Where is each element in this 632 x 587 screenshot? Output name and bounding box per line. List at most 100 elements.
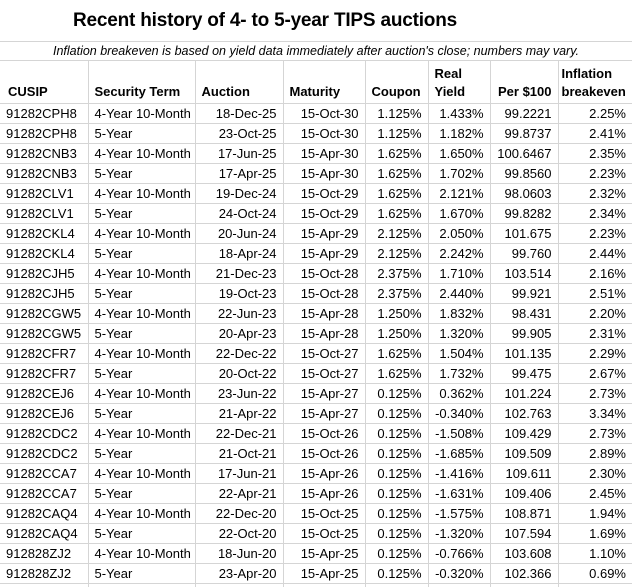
cell-inflation-breakeven: 2.30% — [558, 463, 632, 484]
cell-coupon: 2.125% — [365, 243, 429, 264]
cell-coupon: 1.625% — [365, 183, 429, 204]
cell-coupon: 0.125% — [365, 403, 429, 424]
table-row: 91282CEJ6 4-Year 10-Month 23-Jun-22 15-Apr-… — [0, 383, 632, 404]
cell-cusip: 91282CFR7 — [0, 363, 89, 384]
cell-inflation-breakeven: 2.73% — [558, 423, 632, 444]
cell-security-term: 4-Year 10-Month — [88, 423, 196, 444]
cell-cusip: 91282CPH8 — [0, 103, 89, 124]
cell-per-100: 109.509 — [490, 443, 559, 464]
cell-per-100: 99.8560 — [490, 163, 559, 184]
cell-maturity: 15-Apr-25 — [283, 543, 366, 564]
cell-real-yield: -1.685% — [428, 443, 491, 464]
cell-auction: 20-Oct-22 — [195, 363, 284, 384]
empty-cell — [283, 583, 366, 587]
cell-auction: 23-Jun-22 — [195, 383, 284, 404]
cell-inflation-breakeven: 2.51% — [558, 283, 632, 304]
cell-inflation-breakeven: 2.25% — [558, 103, 632, 124]
cell-auction: 21-Dec-23 — [195, 263, 284, 284]
cell-coupon: 0.125% — [365, 563, 429, 584]
cell-cusip: 91282CDC2 — [0, 423, 89, 444]
cell-coupon: 2.375% — [365, 283, 429, 304]
cell-auction: 20-Apr-23 — [195, 323, 284, 344]
cell-per-100: 99.2221 — [490, 103, 559, 124]
cell-coupon: 0.125% — [365, 423, 429, 444]
cell-auction: 17-Jun-25 — [195, 143, 284, 164]
cell-maturity: 15-Oct-25 — [283, 503, 366, 524]
cell-security-term: 4-Year 10-Month — [88, 143, 196, 164]
cell-coupon: 2.125% — [365, 223, 429, 244]
table-row: 91282CJH5 5-Year 19-Oct-23 15-Oct-28 2.375% 2… — [0, 283, 632, 304]
cell-maturity: 15-Apr-30 — [283, 163, 366, 184]
cell-auction: 22-Dec-20 — [195, 503, 284, 524]
table-row: 91282CGW5 5-Year 20-Apr-23 15-Apr-28 1.250% 1… — [0, 323, 632, 344]
cell-auction: 24-Oct-24 — [195, 203, 284, 224]
table-row: 91282CDC2 4-Year 10-Month 22-Dec-21 15-Oct-… — [0, 423, 632, 444]
cell-inflation-breakeven: 2.89% — [558, 443, 632, 464]
cell-real-yield: 1.433% — [428, 103, 491, 124]
cell-security-term: 5-Year — [88, 163, 196, 184]
cell-auction: 23-Oct-25 — [195, 123, 284, 144]
table-row: 91282CFR7 4-Year 10-Month 22-Dec-22 15-Oct-… — [0, 343, 632, 364]
cell-cusip: 91282CDC2 — [0, 443, 89, 464]
cell-auction: 18-Dec-25 — [195, 103, 284, 124]
cell-real-yield: 1.504% — [428, 343, 491, 364]
column-header-auction: Auction — [195, 61, 284, 104]
cell-inflation-breakeven: 1.10% — [558, 543, 632, 564]
cell-auction: 22-Dec-21 — [195, 423, 284, 444]
cell-real-yield: 1.182% — [428, 123, 491, 144]
cell-real-yield: 2.440% — [428, 283, 491, 304]
cell-security-term: 4-Year 10-Month — [88, 223, 196, 244]
cell-cusip: 91282CLV1 — [0, 183, 89, 204]
cell-coupon: 0.125% — [365, 443, 429, 464]
cell-coupon: 1.625% — [365, 363, 429, 384]
cell-real-yield: 2.242% — [428, 243, 491, 264]
cell-inflation-breakeven: 2.73% — [558, 383, 632, 404]
cell-security-term: 5-Year — [88, 283, 196, 304]
cell-coupon: 1.625% — [365, 163, 429, 184]
cell-maturity: 15-Apr-28 — [283, 323, 366, 344]
table-row: 91282CFR7 5-Year 20-Oct-22 15-Oct-27 1.625% 1… — [0, 363, 632, 384]
cell-per-100: 99.8282 — [490, 203, 559, 224]
column-header-maturity: Maturity — [283, 61, 366, 104]
empty-cell — [365, 583, 429, 587]
cell-coupon: 0.125% — [365, 383, 429, 404]
cell-inflation-breakeven: 2.20% — [558, 303, 632, 324]
cell-real-yield: 1.732% — [428, 363, 491, 384]
cell-security-term: 5-Year — [88, 443, 196, 464]
column-header-cusip: CUSIP — [0, 61, 89, 104]
cell-maturity: 15-Apr-29 — [283, 243, 366, 264]
cell-auction: 18-Apr-24 — [195, 243, 284, 264]
title-row: Recent history of 4- to 5-year TIPS auct… — [0, 0, 530, 41]
cell-maturity: 15-Oct-28 — [283, 283, 366, 304]
cell-security-term: 5-Year — [88, 363, 196, 384]
cell-per-100: 102.763 — [490, 403, 559, 424]
cell-per-100: 99.921 — [490, 283, 559, 304]
cell-security-term: 5-Year — [88, 483, 196, 504]
cell-maturity: 15-Apr-26 — [283, 463, 366, 484]
cell-real-yield: -0.766% — [428, 543, 491, 564]
cell-real-yield: 1.650% — [428, 143, 491, 164]
cell-auction: 22-Apr-21 — [195, 483, 284, 504]
cell-coupon: 1.250% — [365, 323, 429, 344]
cell-coupon: 0.125% — [365, 483, 429, 504]
cell-security-term: 4-Year 10-Month — [88, 383, 196, 404]
table-row: 912828ZJ2 5-Year 23-Apr-20 15-Apr-25 0.125% -… — [0, 563, 632, 584]
cell-auction: 22-Jun-23 — [195, 303, 284, 324]
table-row: 91282CDC2 5-Year 21-Oct-21 15-Oct-26 0.125% -… — [0, 443, 632, 464]
cell-per-100: 109.429 — [490, 423, 559, 444]
cell-security-term: 4-Year 10-Month — [88, 503, 196, 524]
cell-maturity: 15-Oct-30 — [283, 103, 366, 124]
cell-maturity: 15-Apr-27 — [283, 383, 366, 404]
table-body: 91282CPH8 4-Year 10-Month 18-Dec-25 15-Oct-… — [0, 103, 632, 587]
cell-cusip: 91282CKL4 — [0, 223, 89, 244]
cell-per-100: 98.0603 — [490, 183, 559, 204]
cell-auction: 22-Oct-20 — [195, 523, 284, 544]
cell-security-term: 5-Year — [88, 523, 196, 544]
cell-auction: 17-Apr-25 — [195, 163, 284, 184]
cell-auction: 23-Apr-20 — [195, 563, 284, 584]
column-header-per-100: Per $100 — [490, 61, 559, 104]
cell-real-yield: 2.121% — [428, 183, 491, 204]
cell-maturity: 15-Oct-28 — [283, 263, 366, 284]
cell-cusip: 91282CCA7 — [0, 483, 89, 504]
cell-coupon: 2.375% — [365, 263, 429, 284]
